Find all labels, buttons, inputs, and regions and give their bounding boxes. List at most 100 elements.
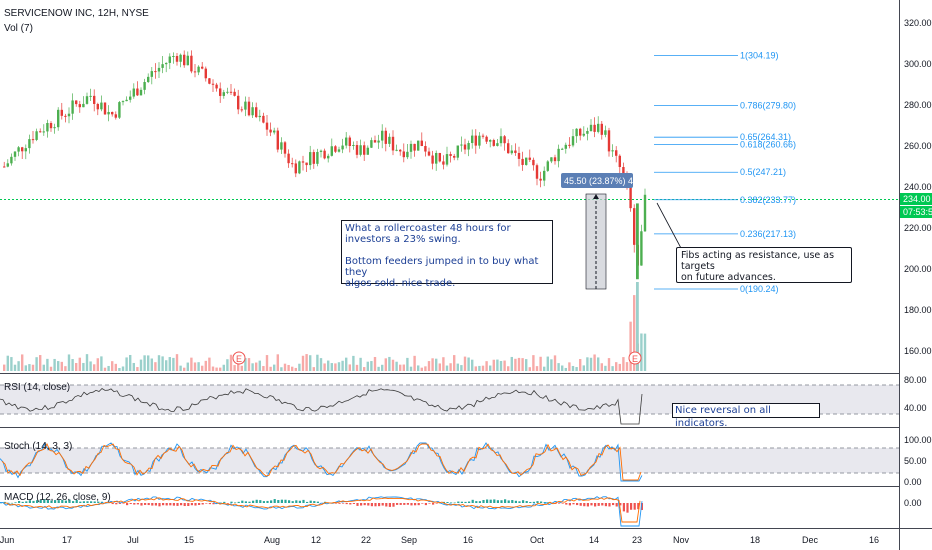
candle-body (503, 136, 506, 144)
candle-body (507, 143, 510, 154)
reversal-note[interactable]: Nice reversal on all indicators. (672, 403, 820, 429)
macd-histogram-bar (403, 503, 406, 505)
volume-bar (67, 354, 71, 371)
macd-label: MACD (12, 26, close, 9) (4, 492, 111, 503)
macd-histogram-bar (619, 503, 622, 506)
volume-bar (168, 357, 171, 371)
macd-histogram-bar (342, 503, 345, 504)
candle-body (183, 54, 186, 66)
volume-bar (208, 357, 211, 371)
rsi-line (0, 387, 643, 425)
macd-histogram-bar (165, 503, 168, 506)
candle-body (10, 156, 13, 164)
candle-body (233, 91, 236, 96)
time-axis-label: Sep (401, 535, 417, 545)
time-axis-label: 16 (463, 535, 473, 545)
macd-histogram-bar (504, 499, 507, 503)
candle-body (622, 166, 625, 175)
macd-histogram-bar (421, 503, 424, 504)
candle-body (316, 151, 319, 164)
volume-bar (244, 358, 247, 371)
volume-bar (13, 364, 17, 371)
macd-histogram-bar (352, 503, 355, 504)
candle-body (226, 91, 229, 93)
candle-body (82, 103, 85, 108)
rsi-label: RSI (14, close) (4, 382, 71, 393)
candle-body (283, 142, 287, 154)
volume-bar (60, 361, 63, 371)
candle-body (251, 107, 254, 116)
macd-histogram-bar (79, 501, 82, 503)
candle-body (287, 153, 290, 164)
rollercoaster-note[interactable]: What a rollercoaster 48 hours for invest… (341, 220, 553, 289)
price-axis-label: 220.00 (904, 223, 932, 233)
macd-histogram-bar (180, 503, 183, 506)
candle-body (553, 157, 557, 162)
volume-bar (582, 365, 585, 371)
candle-body (496, 143, 499, 146)
volume-bar (463, 356, 467, 371)
macd-histogram-bar (446, 501, 449, 503)
earnings-marker[interactable] (232, 351, 246, 365)
macd-histogram-bar (75, 499, 78, 503)
volume-bar (366, 361, 369, 371)
macd-histogram-bar (316, 501, 319, 503)
price-axis-label: 320.00 (904, 18, 932, 28)
macd-histogram-bar (428, 503, 431, 504)
macd-histogram-bar (406, 503, 409, 505)
volume-bar (381, 364, 384, 371)
time-axis-label: Oct (530, 535, 545, 545)
candle-body (413, 143, 416, 151)
macd-histogram-bar (388, 503, 391, 507)
macd-histogram-bar (262, 501, 265, 503)
earnings-marker[interactable] (628, 351, 642, 365)
macd-histogram-bar (532, 501, 535, 503)
candle-body (525, 157, 528, 165)
macd-histogram-bar (172, 503, 175, 506)
macd-histogram-bar (288, 500, 291, 503)
volume-bar (233, 365, 236, 371)
candle-body (64, 115, 67, 117)
volume-bar (600, 363, 603, 371)
volume-bar (521, 358, 524, 371)
macd-histogram-bar (212, 503, 215, 505)
candle-body (586, 130, 589, 134)
macd-histogram-bar (140, 503, 143, 506)
macd-histogram-bar (237, 501, 240, 503)
candle-body (399, 149, 402, 152)
candle-body (442, 161, 445, 165)
candle-body (643, 194, 647, 232)
candle-body (579, 128, 582, 136)
candle-body (71, 100, 74, 114)
macd-histogram-bar (471, 499, 474, 503)
volume-bar (507, 366, 510, 371)
volume-bar (85, 354, 89, 371)
volume-bar (370, 361, 373, 371)
volume-bar (139, 359, 143, 371)
price-axis-label: 180.00 (904, 305, 932, 315)
macd-histogram-bar (561, 503, 564, 504)
volume-label: Vol (7) (4, 23, 33, 34)
macd-histogram-bar (363, 503, 366, 506)
volume-bar (535, 366, 539, 371)
macd-histogram-bar (14, 502, 17, 503)
volume-bar (294, 367, 297, 371)
candle-body (330, 146, 333, 156)
macd-histogram-bar (154, 503, 157, 506)
volume-bar (179, 365, 182, 371)
macd-axis-label: 0.00 (904, 498, 922, 508)
macd-histogram-bar (144, 503, 147, 505)
volume-bar (334, 363, 337, 371)
candle-body (265, 122, 269, 130)
volume-bar (312, 367, 315, 371)
measure-arrowhead (593, 194, 599, 199)
macd-histogram-bar (28, 500, 31, 503)
volume-bar (532, 355, 535, 371)
fibs-note[interactable]: Fibs acting as resistance, use as target… (676, 247, 852, 283)
candle-body (561, 148, 564, 150)
macd-histogram-bar (385, 503, 388, 507)
volume-bar (363, 367, 366, 371)
rsi-axis-label: 40.00 (904, 403, 927, 413)
volume-bar (409, 366, 413, 371)
